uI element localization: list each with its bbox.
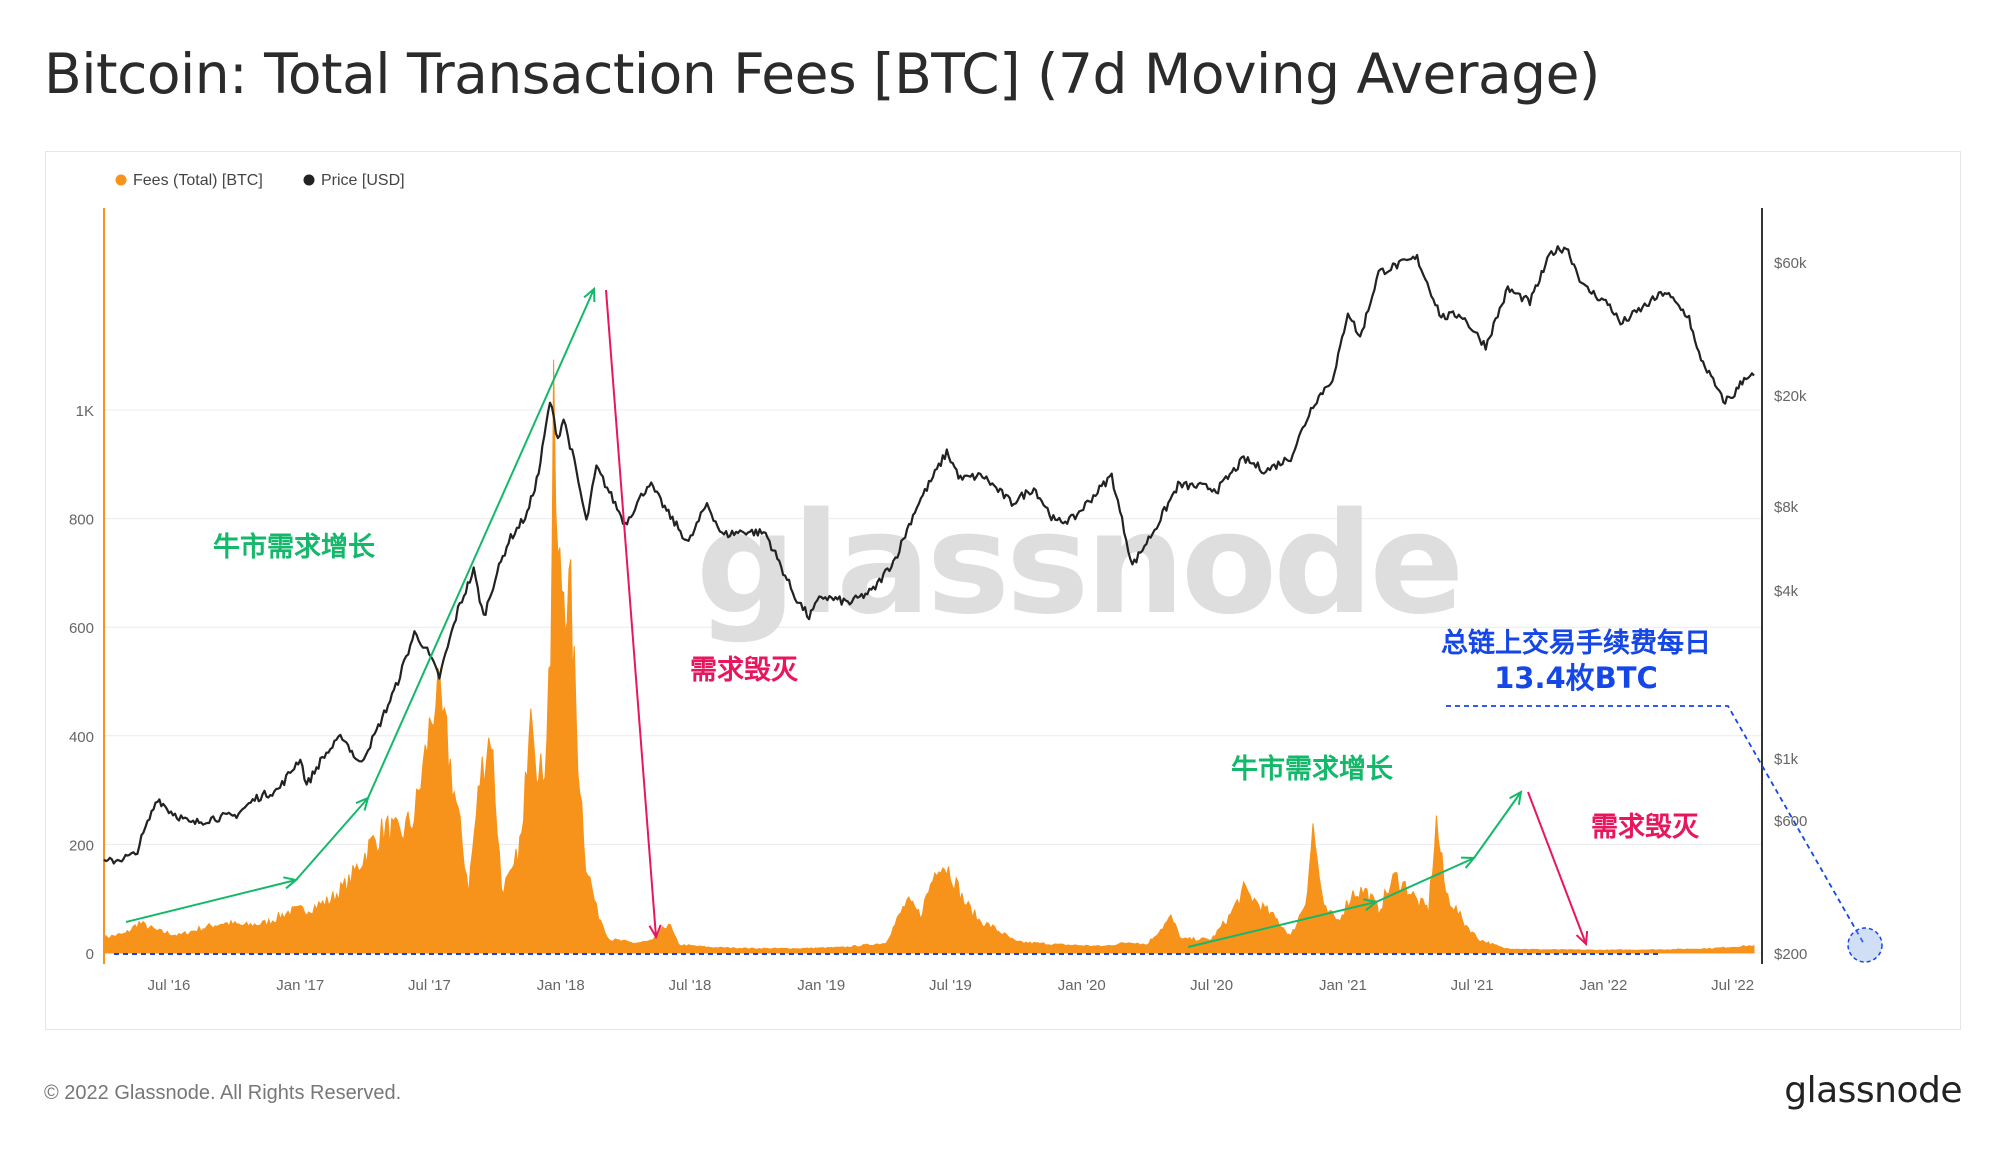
annotation-label: 牛市需求增长 [213,531,376,563]
annotation-label: 需求毁灭 [690,655,799,686]
y-right-tick-label: $600 [1774,813,1807,830]
annotation-label: 13.4枚BTC [1494,661,1658,695]
x-tick-label: Jan '17 [276,977,324,994]
arrow-bull-1a [125,879,297,923]
y-right-tick-label: $1k [1774,751,1799,768]
x-tick-label: Jul '20 [1190,977,1233,994]
x-tick-label: Jul '18 [668,977,711,994]
arrow-bull-1c-head [583,286,596,303]
x-tick-label: Jul '22 [1711,977,1754,994]
x-tick-label: Jul '21 [1451,977,1494,994]
arrow-bull-1b [295,797,369,881]
x-tick-label: Jul '17 [408,977,451,994]
annotation-label: 牛市需求增长 [1231,753,1394,785]
y-left-tick-label: 800 [69,512,94,529]
y-right-tick-label: $200 [1774,946,1807,963]
footer-brand-logo[interactable]: glassnode [1784,1070,1962,1111]
x-tick-label: Jan '21 [1319,977,1367,994]
chart[interactable]: 0 200 400 600 800 1K $200 $600 $1k $4k $8k $20k $60k… [46,152,1962,1031]
arrow-bull-2c [1473,791,1522,859]
x-tick-label: Jan '22 [1579,977,1627,994]
annotation-label: 总链上交易手续费每日 [1441,627,1711,659]
arrow-bust-1-head [648,924,662,940]
x-tick-label: Jan '20 [1058,977,1106,994]
current-value-marker [1847,927,1883,963]
y-right-tick-label: $4k [1774,583,1799,600]
y-left-tick-label: 600 [69,620,94,637]
callout-dashed-line [1446,705,1865,945]
arrow-bull-2a [1187,901,1377,948]
y-left-tick-label: 400 [69,729,94,746]
legend-item: Price [USD] [321,172,405,189]
footer-copyright: © 2022 Glassnode. All Rights Reserved. [44,1082,402,1104]
page-title: Bitcoin: Total Transaction Fees [BTC] (7… [44,42,1600,106]
arrow-bust-1 [605,289,657,938]
y-right-tick-label: $20k [1774,388,1807,405]
annotation-label: 需求毁灭 [1591,812,1700,843]
chart-frame: 0 200 400 600 800 1K $200 $600 $1k $4k $8k $20k $60k… [45,151,1961,1030]
y-right-tick-label: $8k [1774,499,1799,516]
arrow-bull-1c [367,288,595,799]
arrow-bust-2 [1527,791,1587,945]
arrow-bull-2b [1375,857,1475,903]
y-left-tick-label: 200 [69,837,94,854]
legend-item: Fees (Total) [BTC] [133,172,263,189]
legend-swatch [303,174,315,186]
y-left-tick-label: 0 [86,946,94,963]
y-right-tick-label: $60k [1774,255,1807,272]
x-tick-label: Jul '19 [929,977,972,994]
x-tick-label: Jan '18 [537,977,585,994]
x-tick-label: Jul '16 [147,977,190,994]
legend-swatch [115,174,127,186]
series-price [103,245,1755,865]
y-left-tick-label: 1K [76,403,94,420]
series-fees [103,359,1755,954]
arrow-bust-2-head [1575,930,1589,947]
arrow-bull-2c-head [1509,790,1523,805]
watermark-logo: glassnode [696,483,1460,646]
x-tick-label: Jan '19 [797,977,845,994]
